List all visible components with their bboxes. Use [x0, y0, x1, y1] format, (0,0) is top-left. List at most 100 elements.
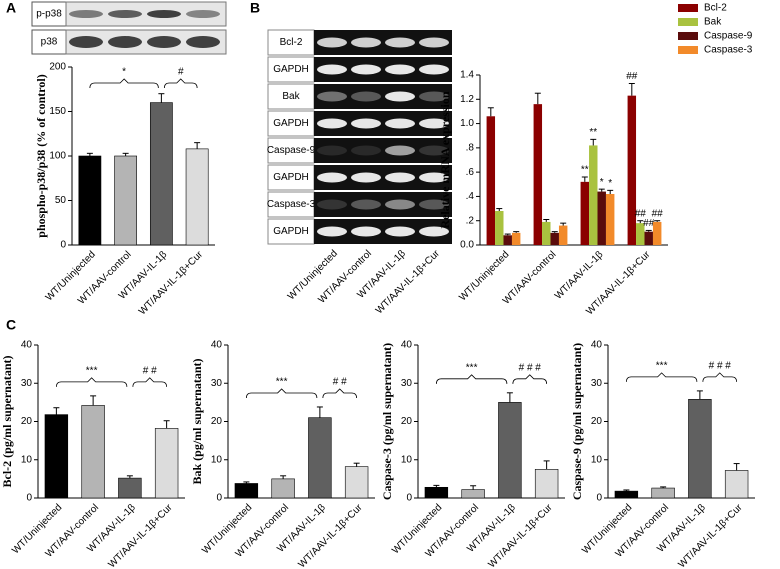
gel-band — [351, 91, 381, 102]
gel-band — [317, 64, 347, 75]
significance-label: *** — [656, 361, 668, 372]
bar — [688, 399, 712, 499]
x-tick-label: WT/AAV-IL-1β+Cur — [677, 502, 746, 569]
gel-band — [317, 172, 347, 183]
legend-swatch — [678, 46, 698, 54]
significance-label: # # # — [709, 361, 732, 372]
gel-strip — [314, 138, 452, 163]
x-tick-label: WT/AAV-IL-1β+Cur — [137, 249, 206, 318]
significance-label: ## — [635, 208, 647, 219]
legend-label: Bcl-2 — [704, 3, 727, 14]
bar — [424, 486, 449, 499]
panel-label: B — [250, 0, 260, 16]
significance-label: *** — [466, 362, 478, 373]
bar — [486, 116, 496, 246]
x-tick-label: WT/AAV-IL-1β+Cur — [297, 502, 366, 569]
y-tick-label: 0 — [26, 493, 32, 504]
gel-band — [385, 118, 415, 129]
bar — [533, 104, 543, 246]
y-axis-label: Bak (pg/ml supernatant) — [190, 358, 204, 484]
legend-label: Caspase-3 — [704, 45, 753, 56]
significance-label: *** — [86, 366, 98, 377]
significance-label: # # — [143, 366, 157, 377]
gel-band — [419, 172, 449, 183]
y-tick-label: 100 — [49, 151, 66, 162]
y-tick-label: .8 — [466, 142, 475, 153]
bar — [651, 487, 675, 499]
comparison-bracket — [702, 372, 738, 382]
gel-label: GAPDH — [273, 172, 309, 183]
comparison-bracket — [163, 78, 198, 89]
bar — [550, 232, 559, 245]
significance-label: ** — [581, 165, 589, 176]
gel-band — [385, 172, 415, 183]
gel-label-box — [267, 191, 315, 218]
y-tick-label: 10 — [21, 454, 33, 465]
y-tick-label: 10 — [211, 454, 223, 465]
bar — [344, 466, 369, 499]
blot-label: p38 — [41, 37, 58, 48]
gel-band — [385, 145, 415, 156]
bar — [605, 194, 615, 245]
comparison-bracket — [132, 377, 168, 387]
gel-band — [317, 145, 347, 156]
gel-label: GAPDH — [273, 118, 309, 129]
legend-label: Bak — [704, 17, 722, 28]
blot-label-box — [31, 29, 67, 55]
bar — [614, 490, 639, 499]
panel-label: A — [6, 0, 16, 16]
gel-band — [317, 91, 347, 102]
gel-band — [385, 91, 415, 102]
y-tick-label: 1.0 — [460, 118, 474, 129]
y-tick-label: 1.2 — [460, 94, 474, 105]
gel-label: Bak — [282, 91, 300, 102]
bar — [542, 221, 551, 245]
y-tick-label: .4 — [466, 191, 475, 202]
bar — [636, 223, 645, 245]
significance-label: # # — [333, 377, 347, 388]
blot-band — [69, 36, 103, 48]
y-tick-label: 30 — [211, 378, 223, 389]
significance-label: ** — [589, 127, 597, 138]
bar — [627, 95, 637, 246]
bar — [271, 478, 295, 499]
y-tick-label: 0 — [216, 493, 222, 504]
comparison-bracket — [55, 377, 128, 387]
gel-band — [351, 199, 381, 210]
significance-label: # — [178, 67, 184, 78]
y-tick-label: .6 — [466, 167, 475, 178]
significance-label: ## — [652, 208, 664, 219]
y-tick-label: 10 — [401, 454, 413, 465]
y-tick-label: 30 — [591, 378, 603, 389]
y-tick-label: .2 — [466, 215, 475, 226]
y-tick-label: 20 — [591, 416, 603, 427]
y-tick-label: 30 — [21, 378, 33, 389]
panel-label: C — [6, 317, 16, 333]
gel-label: Caspase-3 — [267, 199, 316, 210]
blot-band — [108, 36, 142, 48]
gel-band — [419, 118, 449, 129]
gel-band — [317, 37, 347, 48]
gel-band — [317, 199, 347, 210]
bar — [580, 181, 590, 245]
bar — [498, 402, 522, 499]
y-tick-label: 1.4 — [460, 70, 474, 81]
comparison-bracket — [512, 374, 548, 384]
y-tick-label: 50 — [55, 195, 67, 206]
bar — [597, 191, 606, 245]
significance-label: ## — [626, 71, 638, 82]
y-tick-label: 0.0 — [460, 240, 474, 251]
y-tick-label: 40 — [211, 340, 223, 351]
bar — [114, 155, 138, 246]
gel-label: GAPDH — [273, 64, 309, 75]
y-tick-label: 30 — [401, 378, 413, 389]
gel-label: GAPDH — [273, 226, 309, 237]
gel-lane-label: WT/AAV-IL-1β+Cur — [374, 248, 443, 317]
bar — [44, 414, 69, 499]
blot-band — [186, 36, 220, 48]
y-tick-label: 0 — [406, 493, 412, 504]
legend-swatch — [678, 4, 698, 12]
bar — [503, 235, 512, 245]
significance-label: * — [600, 177, 604, 188]
